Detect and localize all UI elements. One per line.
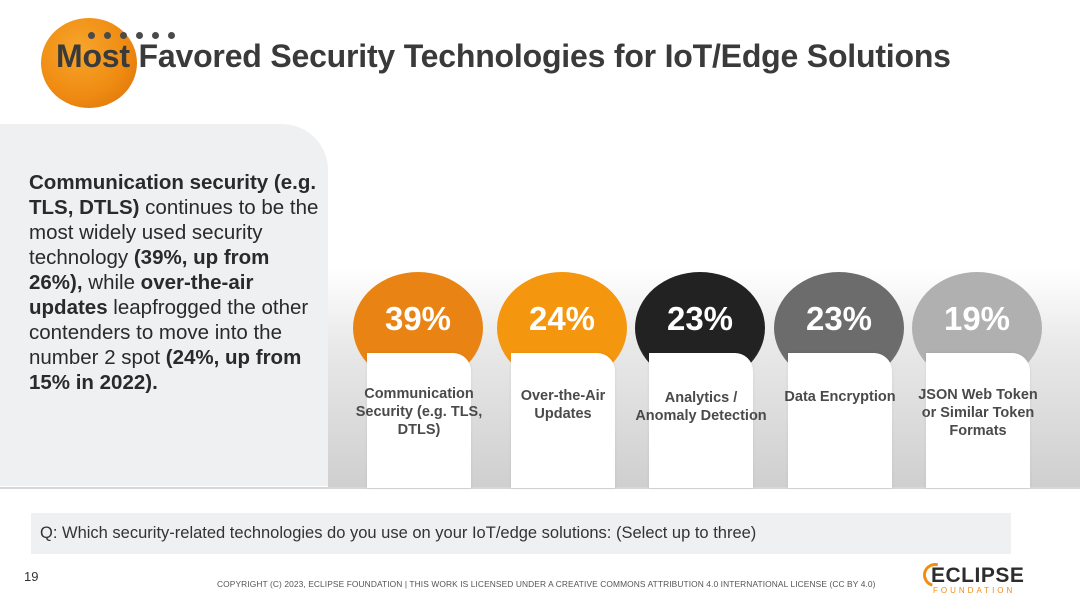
bar-category-label: Communication Security (e.g. TLS, DTLS) [355,386,483,438]
bar-card [926,353,1030,488]
bar-item: 23% Data Encryption [774,272,904,488]
bar-item: 24% Over-the-Air Updates [497,272,627,488]
copyright-notice: COPYRIGHT (C) 2023, ECLIPSE FOUNDATION |… [217,579,876,589]
page-number: 19 [24,569,39,584]
page-title: Most Favored Security Technologies for I… [56,38,951,74]
bar-item: 23% Analytics / Anomaly Detection [635,272,767,488]
bar-category-label: Analytics / Anomaly Detection [635,390,767,424]
bar-category-label: Over-the-Air Updates [520,388,606,422]
summary-text: Communication security (e.g. TLS, DTLS) … [29,170,319,395]
bar-category-label: JSON Web Token or Similar Token Formats [918,387,1038,439]
summary-text-2: while [82,271,141,294]
logo-subtitle: FOUNDATION [933,586,1016,595]
summary-text-1: continues to be the most widely used sec… [29,196,319,269]
bar-card [367,353,471,488]
bar-value-label: 23% [805,300,873,337]
bar-item: 19% JSON Web Token or Similar Token Forma… [912,272,1042,488]
divider [0,487,1080,489]
bar-value-label: 39% [384,300,452,337]
summary-panel [0,124,328,486]
bar-value-label: 19% [943,300,1011,337]
summary-text-3: leapfrogged the other contenders to move… [29,296,309,369]
bar-card [511,353,615,488]
question-text: Q: Which security-related technologies d… [40,524,757,542]
bar-item: 39% Communication Security (e.g. TLS, DTL… [353,272,483,488]
summary-highlight-4: (24%, up from 15% in 2022). [29,346,302,394]
summary-highlight-3: over-the-air updates [29,271,254,319]
bar-value-label: 23% [666,300,734,337]
bar-card [649,353,753,488]
bar-category-label: Data Encryption [784,389,896,405]
bar-card [788,353,892,488]
summary-highlight-1: Communication security (e.g. TLS, DTLS) [29,171,317,219]
summary-highlight-2: (39%, up from 26%), [29,246,270,294]
logo-wordmark: ECLIPSE [931,564,1025,587]
title-dots [88,32,175,39]
bar-value-label: 24% [528,300,596,337]
eclipse-logo: ECLIPSE FOUNDATION [918,558,1033,596]
question-box: Q: Which security-related technologies d… [31,513,1011,554]
